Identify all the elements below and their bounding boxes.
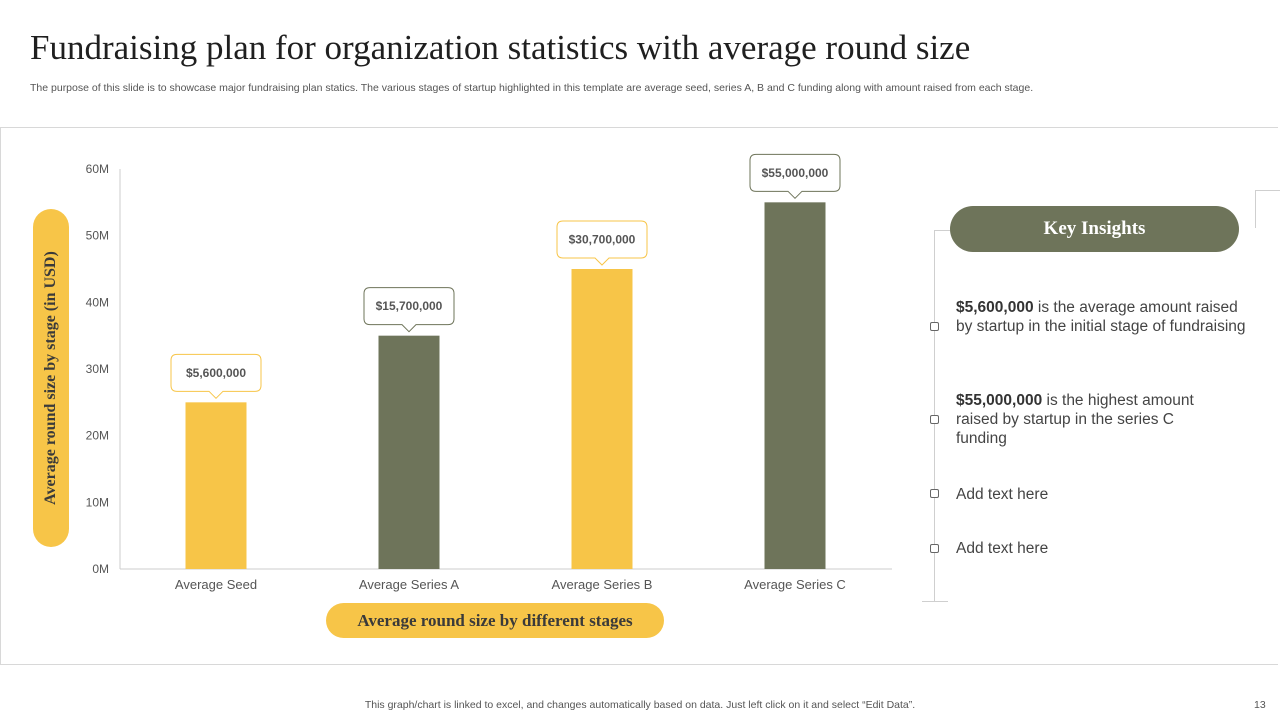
insight-highlight: $55,000,000 [956, 392, 1043, 409]
data-label-callout [363, 287, 455, 333]
x-tick-label: Average Series C [744, 577, 846, 592]
data-label-callout [749, 153, 841, 200]
corner-decoration-horizontal [1255, 190, 1280, 191]
insight-text: Add text here [956, 540, 1049, 557]
insight-text: is the highest amount raised by startup … [956, 392, 1194, 447]
y-tick-label: 20M [86, 429, 109, 443]
data-label: $15,700,000 [376, 299, 443, 313]
insight-text: is the average amount raised by startup … [956, 299, 1246, 335]
bar [185, 402, 247, 569]
data-label: $5,600,000 [186, 366, 246, 380]
page-number: 13 [1254, 699, 1266, 711]
page-title: Fundraising plan for organization statis… [30, 28, 971, 67]
y-tick-label: 30M [86, 362, 109, 376]
footer-note: This graph/chart is linked to excel, and… [364, 699, 916, 711]
content-panel [0, 127, 1278, 665]
insight-text: Add text here [956, 486, 1049, 503]
y-axis-label-pill [33, 209, 69, 547]
insight-item-4: Add text here [956, 539, 1256, 558]
insight-bullet-icon [930, 322, 939, 331]
insight-highlight: $5,600,000 [956, 299, 1034, 316]
corner-decoration-vertical [1255, 190, 1256, 228]
insights-timeline-top [934, 230, 950, 231]
y-tick-label: 40M [86, 295, 109, 309]
bar [764, 202, 826, 570]
y-tick-label: 10M [86, 495, 109, 509]
y-tick-label: 50M [86, 229, 109, 243]
insight-bullet-icon [930, 489, 939, 498]
y-tick-label: 0M [92, 562, 109, 576]
insight-bullet-icon [930, 415, 939, 424]
insights-timeline-bottom [922, 601, 948, 602]
insight-bullet-icon [930, 544, 939, 553]
data-label: $30,700,000 [569, 233, 636, 247]
data-label-callout [170, 353, 262, 400]
insight-item-3: Add text here [956, 485, 1256, 504]
bar [378, 335, 440, 569]
page-subtitle: The purpose of this slide is to showcase… [30, 82, 1034, 94]
y-tick-label: 60M [86, 162, 109, 176]
insight-item-1: $5,600,000 is the average amount raised … [956, 298, 1251, 336]
bar [571, 269, 633, 569]
insight-item-2: $55,000,000 is the highest amount raised… [956, 391, 1206, 448]
key-insights-header: Key Insights [950, 206, 1239, 252]
data-label: $55,000,000 [762, 166, 829, 180]
data-label-callout [556, 220, 648, 266]
x-axis-label: Average round size by different stages [326, 603, 664, 638]
x-tick-label: Average Series B [552, 577, 653, 592]
x-tick-label: Average Series A [359, 577, 460, 592]
x-tick-label: Average Seed [175, 577, 257, 592]
